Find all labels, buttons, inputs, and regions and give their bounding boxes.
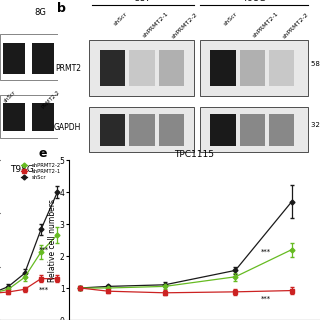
Bar: [240, 50, 265, 86]
Bar: [200, 40, 308, 96]
Bar: [3, 43, 25, 74]
Bar: [211, 50, 236, 86]
Bar: [200, 107, 308, 152]
Text: 8G: 8G: [35, 8, 46, 17]
Text: shPRMT2-1: shPRMT2-1: [142, 11, 170, 39]
Bar: [89, 107, 194, 152]
Text: ***: ***: [261, 296, 271, 302]
Text: T98G: T98G: [11, 165, 34, 174]
Text: e: e: [39, 147, 47, 160]
Bar: [100, 50, 125, 86]
Bar: [3, 103, 25, 131]
Y-axis label: Relative cell numbers: Relative cell numbers: [48, 198, 57, 282]
Bar: [32, 43, 53, 74]
Text: GAPDH: GAPDH: [53, 124, 81, 132]
Bar: [159, 114, 184, 146]
Text: PRMT2-2: PRMT2-2: [40, 89, 61, 109]
Bar: [129, 50, 155, 86]
Text: U87: U87: [134, 0, 152, 3]
Text: PRMT2: PRMT2: [55, 64, 81, 73]
Text: b: b: [57, 2, 66, 15]
Bar: [32, 103, 53, 131]
Text: ***: ***: [38, 247, 49, 253]
Legend: shPRMT2-2, shPRMT2-1, shScr: shPRMT2-2, shPRMT2-1, shScr: [20, 163, 61, 180]
Text: shScr: shScr: [223, 11, 239, 27]
Bar: [129, 114, 155, 146]
Bar: [269, 50, 294, 86]
Bar: [100, 114, 125, 146]
Text: shScr: shScr: [3, 89, 17, 103]
Bar: [89, 40, 194, 96]
Text: 32 KD: 32 KD: [311, 122, 320, 128]
Text: shPRMT2-2: shPRMT2-2: [282, 11, 309, 39]
Text: shPRMT2-2: shPRMT2-2: [171, 11, 199, 39]
Text: shScr: shScr: [113, 11, 129, 27]
Bar: [269, 114, 294, 146]
Text: ***: ***: [38, 287, 49, 293]
Title: TPC1115: TPC1115: [174, 150, 214, 159]
Bar: [211, 114, 236, 146]
Text: shPRMT2-1: shPRMT2-1: [252, 11, 280, 39]
Text: ***: ***: [261, 248, 271, 254]
Bar: [0, 34, 58, 80]
Bar: [240, 114, 265, 146]
Bar: [159, 50, 184, 86]
Bar: [0, 95, 58, 138]
Text: 58 KD: 58 KD: [311, 61, 320, 67]
Text: T98G: T98G: [242, 0, 266, 3]
